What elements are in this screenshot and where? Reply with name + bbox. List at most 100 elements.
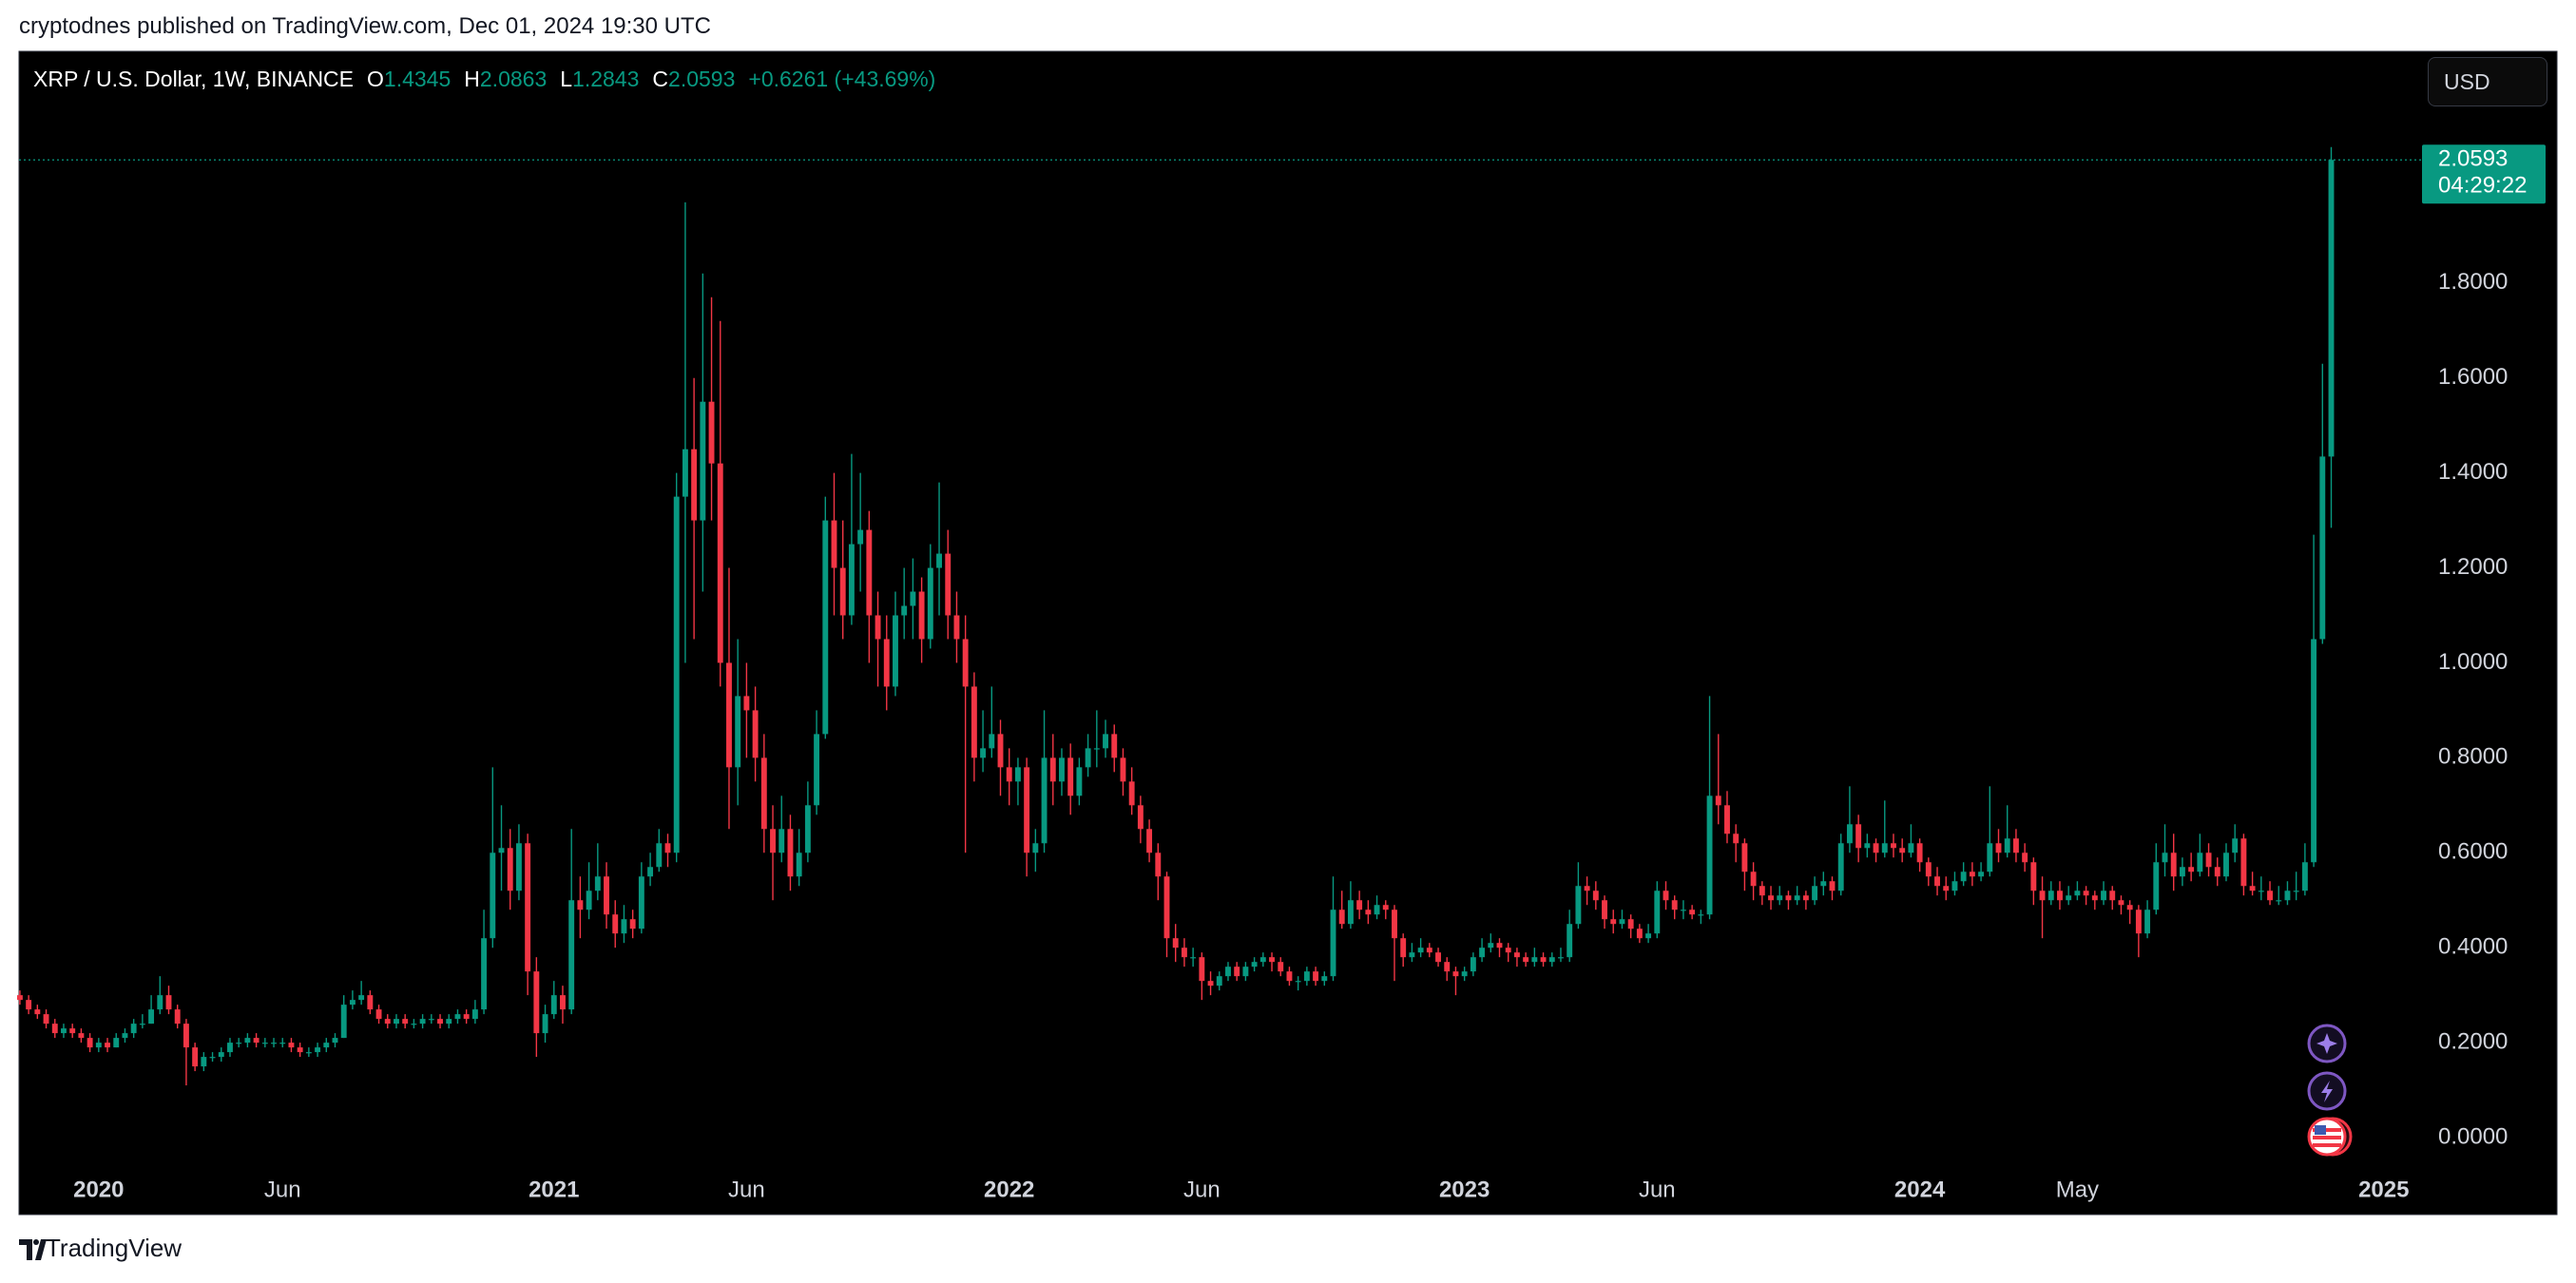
candle-body: [26, 1000, 32, 1010]
candle-body: [51, 1024, 58, 1034]
candle-body: [1960, 871, 1967, 882]
candle-body: [743, 696, 750, 711]
x-tick-label: Jun: [1639, 1177, 1676, 1202]
candle-body: [297, 1047, 303, 1053]
candle-body: [113, 1038, 120, 1048]
x-tick-label: 2021: [529, 1177, 579, 1202]
candle-body: [2205, 852, 2212, 868]
candle-body: [2311, 639, 2317, 863]
event-icon-glyph: [2316, 1033, 2337, 1054]
y-tick-label: 1.0000: [2438, 649, 2508, 675]
candle-body: [419, 1019, 426, 1024]
symbol-legend: XRP / U.S. Dollar, 1W, BINANCE O1.4345 H2.…: [33, 67, 935, 92]
candle-body: [1242, 967, 1249, 977]
candle-body: [2284, 890, 2291, 901]
x-tick-label: 2022: [984, 1177, 1034, 1202]
candle-body: [962, 639, 969, 687]
candle-body: [883, 639, 890, 687]
candle-body: [1706, 795, 1713, 915]
candle-body: [1540, 957, 1547, 963]
flag-canton: [2315, 1125, 2326, 1135]
brand-logo: [19, 1239, 47, 1260]
candle-body: [2083, 890, 2089, 896]
candle-body: [1627, 919, 1634, 929]
candle-body: [192, 1047, 199, 1067]
candle-body: [78, 1033, 85, 1039]
candle-body: [332, 1038, 338, 1044]
candle-body: [1671, 900, 1678, 910]
candle-body: [1891, 843, 1896, 849]
candle-body: [691, 449, 698, 521]
y-tick-label: 1.6000: [2438, 364, 2508, 390]
candle-body: [2214, 867, 2220, 877]
candle-body: [1794, 895, 1800, 901]
candle-body: [1049, 757, 1056, 782]
candle-body: [560, 995, 566, 1010]
candle-body: [1330, 910, 1336, 977]
candle-body: [2240, 838, 2247, 887]
candle-body: [1654, 890, 1661, 934]
candle-body: [1689, 910, 1696, 915]
price-change: +0.6261 (+43.69%): [748, 67, 936, 91]
candle-body: [2066, 895, 2072, 901]
candle-body: [1908, 843, 1914, 853]
candle-body: [498, 848, 505, 853]
candle-body: [340, 1005, 347, 1039]
candle-body: [69, 1028, 76, 1034]
candle-body: [1190, 957, 1197, 959]
candle-body: [157, 995, 163, 1010]
candle-body: [2179, 867, 2185, 877]
candle-body: [1987, 843, 1993, 872]
candle-body: [1041, 757, 1048, 844]
candle-body: [209, 1057, 216, 1059]
candle-body: [2267, 890, 2273, 901]
candle-body: [2258, 890, 2264, 892]
candle-body: [1602, 900, 1607, 920]
candle-body: [1120, 757, 1126, 782]
candle-body: [822, 520, 829, 735]
x-tick-label: Jun: [728, 1177, 765, 1202]
candle-body: [1059, 757, 1065, 782]
candle-body: [779, 829, 785, 853]
brand-name: TradingView: [46, 1234, 183, 1262]
candle-body: [814, 734, 820, 806]
candle-body: [1636, 929, 1643, 939]
logo-mark: [33, 1239, 39, 1245]
candle-body: [1855, 824, 1862, 849]
candle-body: [165, 995, 172, 1010]
candle-body: [315, 1047, 321, 1053]
candle-body: [1619, 919, 1625, 925]
candle-body: [1163, 876, 1170, 939]
candle-body: [1225, 967, 1231, 977]
currency-button[interactable]: USD: [2428, 57, 2547, 106]
candle-body: [682, 449, 688, 497]
candle-body: [1698, 914, 1704, 916]
candle-body: [1111, 734, 1118, 758]
candle-body: [428, 1019, 434, 1021]
candle-body: [305, 1052, 312, 1054]
candle-body: [1128, 781, 1135, 806]
y-tick-label: 0.6000: [2438, 839, 2508, 865]
candle-body: [1286, 971, 1293, 982]
candle-body: [1461, 971, 1468, 977]
ohlc-label: O: [367, 67, 384, 91]
candle-body: [1715, 795, 1721, 806]
ohlc-value: 1.2843: [572, 67, 640, 91]
candle-body: [2101, 890, 2106, 901]
candle-body: [770, 829, 776, 853]
candle-body: [629, 919, 636, 929]
candle-body: [183, 1024, 189, 1048]
candle-body: [1103, 734, 1108, 749]
candle-body: [2153, 862, 2160, 910]
candle-body: [323, 1043, 330, 1048]
candle-body: [1093, 748, 1100, 750]
price-tag: [2422, 144, 2546, 204]
candle-body: [936, 553, 942, 568]
candle-body: [1741, 843, 1748, 872]
candle-body: [1435, 952, 1441, 963]
candle-body: [481, 938, 488, 1010]
candle-body: [1365, 910, 1372, 915]
ohlc-value: 2.0593: [668, 67, 736, 91]
candle-body: [2012, 838, 2019, 853]
candle-body: [271, 1043, 277, 1044]
